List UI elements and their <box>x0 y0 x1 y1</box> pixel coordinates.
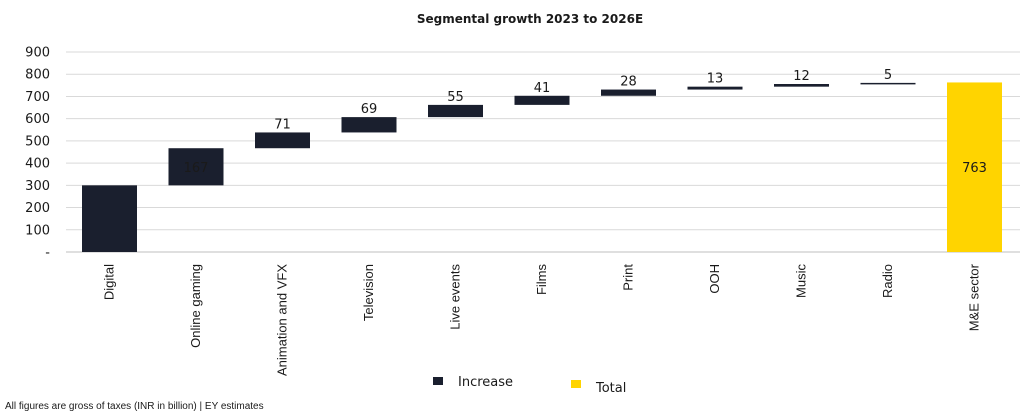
data-label: 5 <box>884 68 892 83</box>
data-label: 28 <box>620 75 637 90</box>
x-category-label: Print <box>621 264 636 291</box>
bar <box>341 117 397 133</box>
y-axis-ticks: - 100 200 300 400 500 600 700 800 900 <box>25 46 50 261</box>
y-tick-label: 200 <box>25 201 50 216</box>
x-category-label: Digital <box>102 264 117 300</box>
legend: Increase Total <box>433 375 626 396</box>
data-labels: 167 71 69 55 41 28 13 12 5 763 <box>184 68 987 176</box>
x-category-label: Music <box>794 264 809 298</box>
legend-label-total: Total <box>595 381 626 396</box>
data-label: 41 <box>534 81 551 96</box>
data-label: 71 <box>274 117 291 132</box>
bar <box>774 84 829 87</box>
bar <box>514 95 570 105</box>
y-tick-label: 300 <box>25 179 50 194</box>
data-label: 13 <box>707 72 724 87</box>
y-tick-label: 800 <box>25 68 50 83</box>
footnote: All figures are gross of taxes (INR in b… <box>5 401 264 412</box>
legend-label-increase: Increase <box>458 375 513 390</box>
bar <box>601 89 656 96</box>
bars <box>82 82 1002 252</box>
y-tick-label: 900 <box>25 46 50 61</box>
y-tick-label: 600 <box>25 112 50 127</box>
y-tick-label: - <box>45 246 50 261</box>
y-tick-label: 700 <box>25 90 50 105</box>
legend-swatch-increase <box>433 377 443 385</box>
x-category-label: M&E sector <box>967 263 982 331</box>
x-axis-categories: Digital Online gaming Animation and VFX Tel… <box>102 263 982 376</box>
x-category-label: OOH <box>707 264 722 294</box>
data-label: 763 <box>962 161 987 176</box>
bar <box>947 82 1002 252</box>
y-tick-label: 500 <box>25 134 50 149</box>
legend-swatch-total <box>571 380 581 388</box>
bar <box>428 104 483 118</box>
bar <box>687 86 743 90</box>
bar <box>860 82 916 85</box>
y-tick-label: 400 <box>25 157 50 172</box>
x-category-label: Films <box>534 264 549 296</box>
data-label: 69 <box>361 102 378 117</box>
data-label: 55 <box>447 90 464 105</box>
x-category-label: Animation and VFX <box>275 264 290 376</box>
bar <box>255 132 310 149</box>
y-tick-label: 100 <box>25 223 50 238</box>
data-label: 167 <box>184 161 209 176</box>
x-category-label: Television <box>361 264 376 321</box>
x-category-label: Live events <box>448 264 463 330</box>
x-category-label: Online gaming <box>188 264 203 348</box>
chart-title: Segmental growth 2023 to 2026E <box>417 12 643 26</box>
data-label: 12 <box>793 69 810 84</box>
bar <box>168 148 224 186</box>
gridlines <box>66 51 1020 253</box>
bar <box>82 185 137 252</box>
x-category-label: Radio <box>880 264 895 298</box>
